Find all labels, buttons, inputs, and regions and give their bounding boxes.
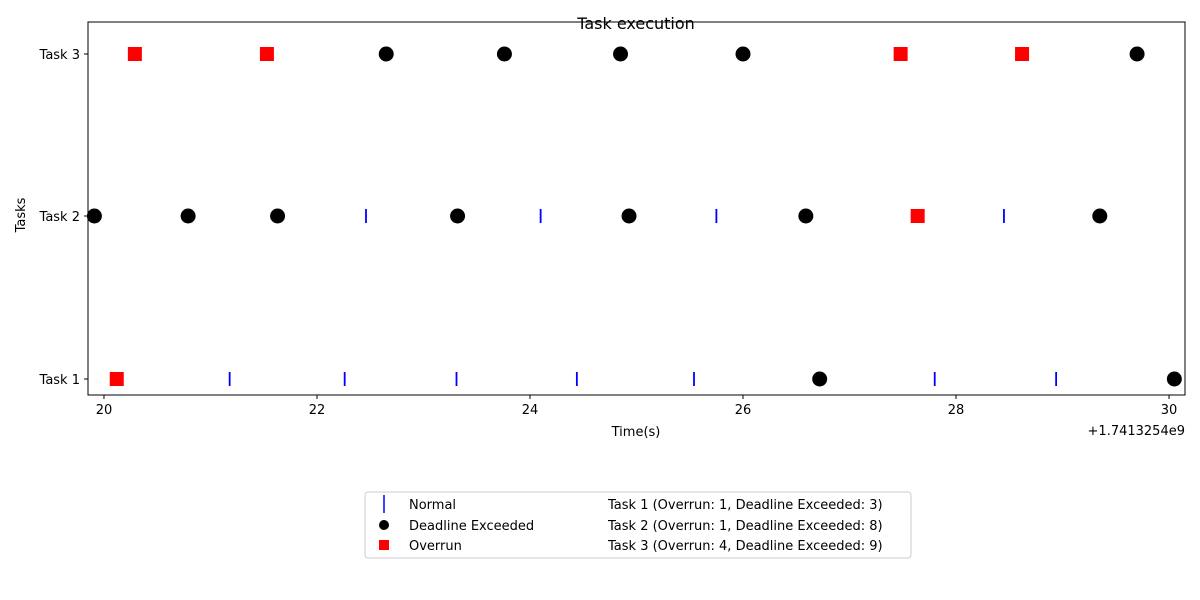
deadline-exceeded-point-task-3-11 [613, 46, 629, 62]
deadline-exceeded-point-task-2-4 [270, 208, 286, 224]
legend-label-deadline-exceeded: Deadline Exceeded [409, 519, 534, 534]
overrun-point-task-3-4 [893, 47, 908, 61]
deadline-exceeded-point-task-2-8 [1092, 208, 1108, 224]
legend: Normal Deadline Exceeded Overrun Task 1 … [364, 491, 912, 559]
plot-frame [87, 21, 1186, 396]
x-axis-ticks: 20 22 24 26 28 30 [96, 395, 1178, 418]
x-tick-label-20: 20 [96, 403, 113, 418]
y-axis-ticks: Task 1 Task 2 Task 3 [39, 48, 88, 388]
deadline-exceeded-point-task-2-6 [621, 208, 637, 224]
deadline-exceeded-point-task-1-1 [1166, 371, 1182, 387]
legend-entry-task-2: Task 2 (Overrun: 1, Deadline Exceeded: 8… [607, 519, 883, 534]
overrun-point-task-3-2 [127, 47, 142, 61]
x-tick-label-30: 30 [1161, 403, 1178, 418]
x-tick-label-24: 24 [522, 403, 539, 418]
deadline-exceeded-point-task-2-5 [450, 208, 466, 224]
plot-area [86, 46, 1182, 387]
legend-label-overrun: Overrun [409, 539, 462, 554]
x-tick-label-28: 28 [948, 403, 965, 418]
legend-frame [364, 491, 912, 559]
overrun-point-task-2-1 [910, 209, 925, 223]
overrun-point-task-3-5 [1015, 47, 1030, 61]
overrun-point-task-1-0 [109, 372, 124, 386]
x-tick-label-26: 26 [735, 403, 752, 418]
legend-label-normal: Normal [409, 498, 456, 513]
legend-overrun-marker [379, 540, 389, 550]
y-tick-label-task-3: Task 3 [39, 48, 80, 63]
x-axis-label: Time(s) [611, 425, 661, 440]
y-tick-label-task-1: Task 1 [39, 373, 80, 388]
overrun-point-task-3-3 [259, 47, 274, 61]
deadline-exceeded-point-task-3-10 [496, 46, 512, 62]
deadline-exceeded-point-task-3-13 [1129, 46, 1145, 62]
y-tick-label-task-2: Task 2 [39, 210, 80, 225]
deadline-exceeded-point-task-3-9 [378, 46, 394, 62]
y-axis-label: Tasks [14, 197, 29, 233]
deadline-exceeded-point-task-2-3 [180, 208, 196, 224]
legend-deadline-marker [379, 520, 389, 530]
legend-entry-task-1: Task 1 (Overrun: 1, Deadline Exceeded: 3… [607, 498, 883, 513]
deadline-exceeded-point-task-2-7 [798, 208, 814, 224]
deadline-exceeded-point-task-2-2 [86, 208, 102, 224]
x-axis-offset-label: +1.7413254e9 [1088, 424, 1185, 439]
x-tick-label-22: 22 [309, 403, 326, 418]
legend-entry-task-3: Task 3 (Overrun: 4, Deadline Exceeded: 9… [607, 539, 883, 554]
deadline-exceeded-point-task-3-12 [735, 46, 751, 62]
chart-title: Task execution [576, 14, 695, 33]
deadline-exceeded-point-task-1-0 [812, 371, 828, 387]
